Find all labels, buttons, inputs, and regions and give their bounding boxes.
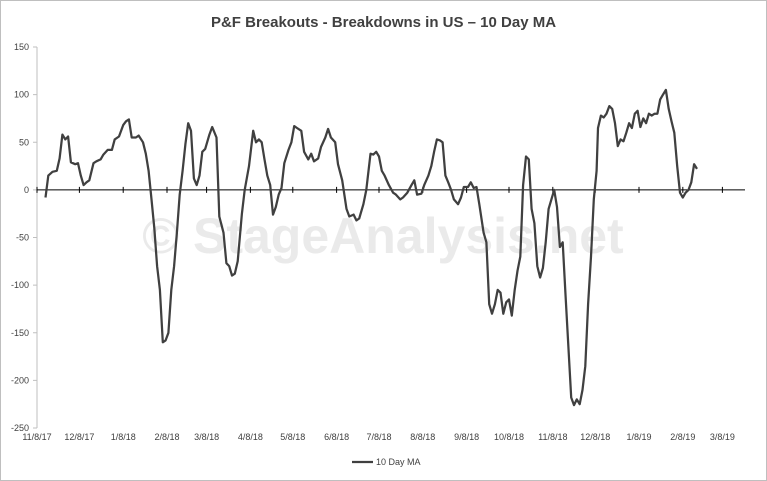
x-tick-label: 11/8/18 [538, 432, 567, 442]
watermark: © StageAnalysis.net [142, 208, 624, 264]
y-tick-label: 150 [14, 42, 29, 52]
x-tick-label: 2/8/19 [670, 432, 695, 442]
x-tick-label: 7/8/18 [366, 432, 391, 442]
legend-label: 10 Day MA [376, 457, 421, 467]
y-tick-label: 50 [19, 137, 29, 147]
chart-title: P&F Breakouts - Breakdowns in US – 10 Da… [210, 14, 557, 31]
x-tick-label: 12/8/17 [64, 432, 94, 442]
y-tick-label: -150 [11, 328, 29, 338]
x-tick-label: 1/8/19 [626, 432, 651, 442]
y-tick-label: -250 [11, 423, 29, 433]
x-tick-label: 11/8/17 [22, 432, 51, 442]
x-tick-label: 2/8/18 [154, 432, 179, 442]
series-line [44, 88, 698, 407]
x-tick-label: 3/8/19 [710, 432, 735, 442]
x-tick-label: 3/8/18 [194, 432, 219, 442]
x-tick-label: 8/8/18 [410, 432, 435, 442]
x-axis: 11/8/17 12/8/17 1/8/18 2/8/18 3/8/18 4/8/18 5/… [22, 186, 745, 442]
y-axis: 150 100 50 0 -50 -100 -150 -200 -250 [11, 42, 38, 433]
legend: 10 Day MA [352, 457, 421, 467]
x-tick-label: 6/8/18 [324, 432, 349, 442]
y-tick-label: 0 [24, 185, 29, 195]
y-tick-label: -100 [11, 280, 29, 290]
x-tick-label: 4/8/18 [238, 432, 263, 442]
x-tick-label: 1/8/18 [111, 432, 136, 442]
x-tick-label: 5/8/18 [280, 432, 305, 442]
x-tick-label: 10/8/18 [494, 432, 524, 442]
y-tick-label: -200 [11, 375, 29, 385]
y-tick-label: 100 [14, 90, 29, 100]
x-tick-label: 9/8/18 [454, 432, 479, 442]
y-tick-label: -50 [16, 233, 29, 243]
plot-area: © StageAnalysis.net [44, 88, 698, 407]
x-tick-label: 12/8/18 [580, 432, 610, 442]
